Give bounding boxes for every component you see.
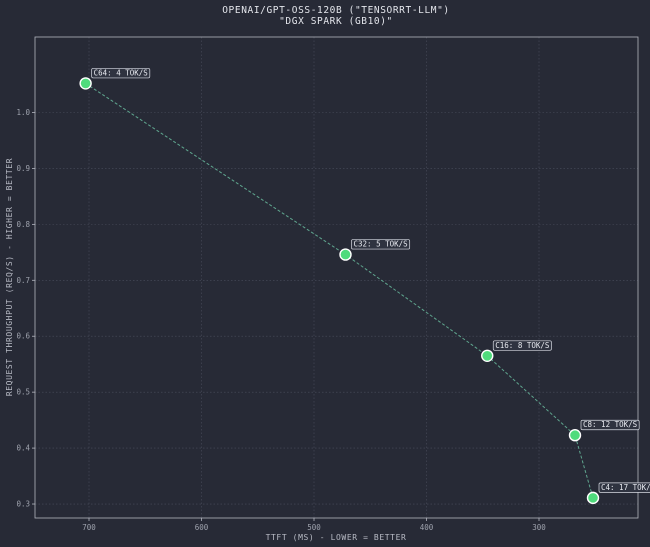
y-axis-label: REQUEST THROUGHPUT (REQ/S) - HIGHER = BE… [5,158,14,396]
series-line [85,82,594,499]
data-label-box [598,482,650,493]
y-tick-label: 0.4 [16,444,30,453]
data-point-label: C64: 4 TOK/S [91,68,151,79]
data-point-label: C4: 17 TOK/S [598,482,650,493]
data-label-text: C64: 4 TOK/S [94,68,149,77]
y-tick-label: 0.8 [16,220,30,229]
x-tick-label: 300 [532,523,546,532]
data-label-box [351,239,411,250]
plot-area-frame [34,36,639,519]
data-label-box [580,419,640,431]
data-point-label: C16: 8 TOK/S [492,340,552,351]
x-axis-label: TTFT (MS) - LOWER = BETTER [266,533,407,542]
y-tick-label: 0.6 [16,332,30,341]
x-tick-label: 600 [195,523,209,532]
data-point [568,429,582,442]
y-tick-label: 0.5 [16,388,30,397]
data-point [586,491,600,505]
chart-title-line-2: "DGX SPARK (GB10)" [279,16,393,27]
data-point-label: C32: 5 TOK/S [351,239,411,250]
data-label-box [91,68,151,79]
data-label-text: C8: 12 TOK/S [583,420,638,429]
x-tick-label: 500 [307,523,321,532]
series [85,82,594,499]
data-points: C64: 4 TOK/S C32: 5 TOK/S C16: 8 TOK/S C8: … [79,68,650,505]
data-point [339,248,352,261]
y-tick-label: 0.7 [16,276,30,285]
data-label-text: C16: 8 TOK/S [495,341,550,350]
ticks: 700 600 500 400 300 0.3 0.4 0.5 0.6 0.7 0.8 0.9 1.0 [16,108,546,532]
x-tick-label: 700 [82,523,96,532]
y-tick-label: 1.0 [16,108,30,117]
data-point [481,349,494,363]
data-label-text: C4: 17 TOK/S [601,483,650,492]
data-point [79,77,92,90]
data-label-box [492,340,552,351]
y-tick-label: 0.9 [16,164,30,173]
data-label-text: C32: 5 TOK/S [354,240,409,249]
chart-title-line-1: OPENAI/GPT-OSS-120B ("TENSORRT-LLM") [222,5,450,16]
y-tick-label: 0.3 [16,500,30,509]
grid [35,37,638,518]
x-tick-label: 400 [420,523,434,532]
data-point-label: C8: 12 TOK/S [580,419,640,431]
